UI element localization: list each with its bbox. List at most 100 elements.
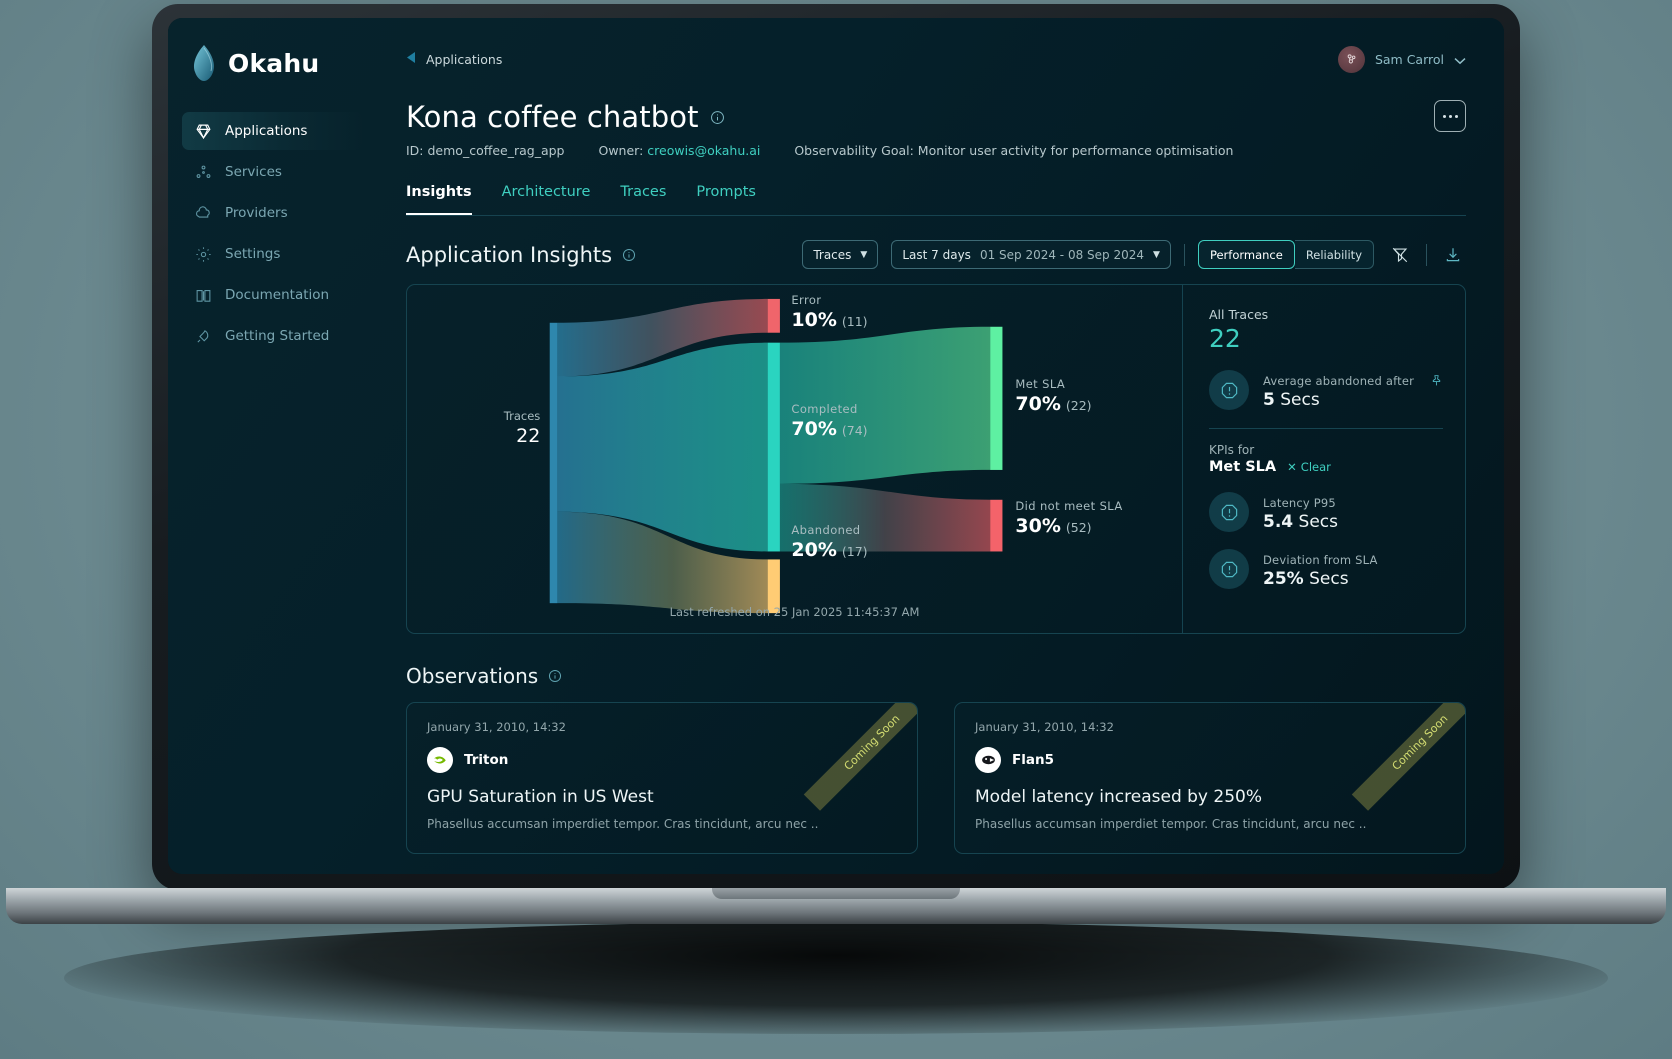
sankey-chart[interactable]: Traces 22 Error 10% (11) Completed 70% (74… — [407, 285, 1182, 633]
avatar — [1337, 45, 1365, 73]
sankey-node-traces — [549, 322, 558, 604]
reliability-toggle[interactable]: Reliability — [1294, 240, 1374, 269]
sankey-node-completed — [767, 342, 780, 552]
main-content: Applications Sam Carrol — [376, 18, 1504, 874]
sidebar-item-settings[interactable]: Settings — [182, 235, 362, 273]
chevron-down-icon: ▼ — [860, 249, 868, 260]
chevron-down-icon: ▼ — [1153, 249, 1160, 260]
info-icon[interactable] — [548, 669, 562, 683]
download-icon[interactable] — [1440, 242, 1466, 268]
kpi-abandoned-label: Average abandoned after — [1263, 374, 1415, 388]
entity-select-value: Traces — [813, 247, 852, 262]
kpi-panel: All Traces 22 Average abandoned after — [1182, 285, 1465, 633]
owner-email[interactable]: creowis@okahu.ai — [647, 143, 761, 158]
date-range-value: 01 Sep 2024 - 08 Sep 2024 — [979, 247, 1145, 262]
performance-toggle[interactable]: Performance — [1197, 240, 1295, 269]
sidebar-item-label: Getting Started — [225, 328, 330, 344]
sankey-label-abandoned: Abandoned 20% (17) — [791, 523, 868, 562]
filter-off-icon[interactable] — [1387, 242, 1413, 268]
laptop-screen: Okahu Applications — [168, 18, 1504, 874]
owner-label: Owner: — [598, 143, 644, 158]
insights-toolbar: Application Insights Traces ▼ — [406, 240, 1466, 269]
observation-source: Flan5 — [975, 747, 1445, 773]
tab-traces[interactable]: Traces — [620, 184, 667, 200]
sankey-svg — [549, 298, 1003, 614]
last-refreshed: Last refreshed on 25 Jan 2025 11:45:37 A… — [669, 605, 920, 619]
cloud-nodes-icon — [194, 204, 212, 222]
sidebar-item-documentation[interactable]: Documentation — [182, 276, 362, 314]
page-title: Kona coffee chatbot — [406, 100, 1233, 134]
alert-octagon-icon — [1209, 492, 1249, 532]
sankey-label-error: Error 10% (11) — [791, 293, 868, 332]
laptop-drop-shadow — [64, 922, 1608, 1034]
kpi-latency-label: Latency P95 — [1263, 496, 1336, 510]
observation-title: GPU Saturation in US West — [427, 787, 654, 807]
dot — [1448, 114, 1452, 118]
sidebar-item-getting-started[interactable]: Getting Started — [182, 317, 362, 355]
sankey-labels: Traces 22 Error 10% (11) Completed 70% (74… — [407, 285, 1182, 633]
observation-body: Phasellus accumsan imperdiet tempor. Cra… — [427, 817, 819, 831]
entity-select[interactable]: Traces ▼ — [802, 240, 879, 269]
sankey-label-completed: Completed 70% (74) — [791, 401, 868, 440]
kpi-latency-p95: Latency P95 5.4 Secs — [1209, 492, 1443, 532]
kpis-for-selection: Met SLA ✕ Clear — [1209, 459, 1443, 475]
brand-name: Okahu — [228, 48, 320, 78]
kpi-deviation-sla: Deviation from SLA 25% Secs — [1209, 549, 1443, 589]
toolbar-divider — [1183, 243, 1185, 266]
observations-title: Observations — [406, 664, 539, 688]
tab-architecture[interactable]: Architecture — [501, 184, 591, 200]
breadcrumb[interactable]: Applications — [406, 51, 502, 67]
metric-mode-toggle: Performance Reliability — [1197, 240, 1374, 269]
all-traces-label: All Traces — [1209, 307, 1269, 322]
observations-grid: Coming Soon January 31, 2010, 14:32 Trit… — [406, 702, 1466, 854]
observation-card[interactable]: Coming Soon January 31, 2010, 14:32 Trit… — [406, 702, 918, 854]
dot — [1454, 114, 1458, 118]
sankey-label-met-sla: Met SLA 70% (22) — [1015, 377, 1092, 416]
dot — [1442, 114, 1446, 118]
tabs: Insights Architecture Traces Prompts — [406, 184, 1466, 216]
sankey-node-met-sla — [990, 326, 1003, 470]
sidebar-item-services[interactable]: Services — [182, 153, 362, 191]
diamond-icon — [194, 122, 212, 140]
book-icon — [194, 286, 212, 304]
okahu-leaf-logo-icon — [190, 44, 218, 82]
sankey-label-traces: Traces 22 — [503, 408, 541, 447]
all-traces-value: 22 — [1209, 324, 1241, 353]
user-menu[interactable]: Sam Carrol — [1337, 45, 1466, 73]
info-icon[interactable] — [622, 248, 636, 262]
sankey-node-error — [767, 298, 780, 333]
observation-source-name: Flan5 — [1012, 752, 1054, 768]
clear-label: Clear — [1300, 460, 1331, 474]
sidebar-item-label: Services — [225, 164, 282, 180]
brand: Okahu — [168, 44, 376, 82]
sidebar-item-providers[interactable]: Providers — [182, 194, 362, 232]
tab-insights[interactable]: Insights — [406, 184, 472, 215]
tab-prompts[interactable]: Prompts — [696, 184, 756, 200]
observation-title: Model latency increased by 250% — [975, 787, 1262, 807]
section-title-text: Application Insights — [406, 242, 613, 267]
sidebar: Okahu Applications — [168, 18, 376, 874]
observations-header: Observations — [406, 664, 1466, 688]
info-icon[interactable] — [710, 110, 725, 125]
more-options-button[interactable] — [1434, 100, 1466, 132]
observation-date: January 31, 2010, 14:32 — [975, 720, 1114, 734]
date-range-select[interactable]: Last 7 days 01 Sep 2024 - 08 Sep 2024 ▼ — [891, 240, 1171, 269]
clear-button[interactable]: ✕ Clear — [1287, 460, 1331, 474]
ribbon-label: Coming Soon — [1351, 703, 1465, 811]
insights-controls: Traces ▼ Last 7 days 01 Sep 2024 - 08 Se… — [802, 240, 1466, 269]
kpi-latency-value: 5.4 Secs — [1263, 512, 1338, 532]
pin-icon[interactable] — [1430, 372, 1443, 391]
breadcrumb-label: Applications — [426, 51, 503, 67]
alert-octagon-icon — [1209, 549, 1249, 589]
toolbar-divider — [1426, 243, 1427, 266]
insights-panel: Traces 22 Error 10% (11) Completed 70% (74… — [406, 284, 1466, 634]
kpis-for-label: KPIs for — [1209, 443, 1255, 457]
observation-source: Triton — [427, 747, 897, 773]
observation-card[interactable]: Coming Soon January 31, 2010, 14:32 — [954, 702, 1466, 854]
observation-source-name: Triton — [464, 752, 509, 768]
gear-icon — [194, 245, 212, 263]
sidebar-item-applications[interactable]: Applications — [182, 112, 362, 150]
date-range-prefix: Last 7 days — [902, 247, 971, 262]
kpi-abandoned: Average abandoned after 5 Secs — [1209, 370, 1443, 410]
